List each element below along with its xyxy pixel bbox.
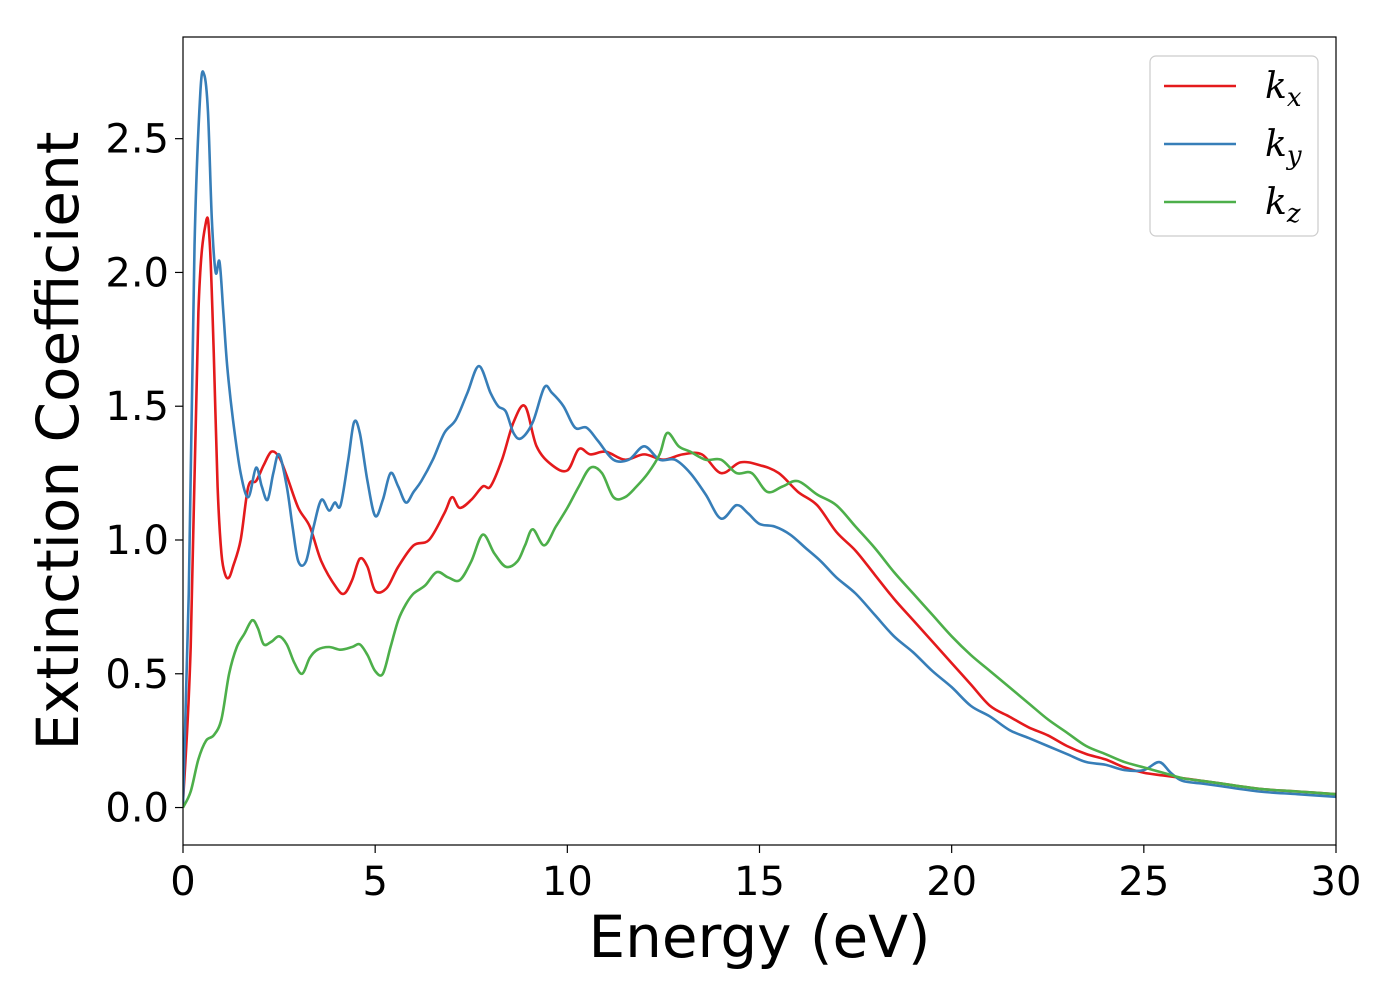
legend-label-ky: ky [1265, 124, 1302, 171]
x-tick-label: 0 [170, 859, 195, 905]
legend-label-kx: kx [1265, 66, 1302, 113]
legend-label-main: k [1265, 66, 1287, 107]
y-tick-label: 0.5 [105, 652, 169, 698]
x-tick-label: 20 [926, 859, 977, 905]
series-line-kz [183, 431, 1336, 809]
x-tick-label: 25 [1118, 859, 1169, 905]
series-line-kx [183, 216, 1336, 803]
y-tick-label: 0.0 [105, 786, 169, 832]
legend-label-main: k [1265, 182, 1287, 223]
legend-label-subscript: x [1287, 83, 1302, 113]
y-axis-title: Extinction Coefficient [24, 132, 92, 751]
legend-label-subscript: z [1286, 199, 1301, 229]
y-tick-label: 2.0 [105, 250, 169, 296]
y-tick-label: 1.0 [105, 518, 169, 564]
x-tick-label: 10 [542, 859, 593, 905]
x-axis-title: Energy (eV) [588, 903, 930, 971]
series-layer [183, 70, 1336, 809]
x-tick-label: 30 [1311, 859, 1362, 905]
legend-label-main: k [1265, 124, 1287, 165]
x-tick-label: 15 [734, 859, 785, 905]
y-tick-label: 1.5 [105, 384, 169, 430]
ticks-layer: 0 5 10 15 20 25 30 0.0 0.5 1.0 1.5 2.0 2.5 [105, 117, 1361, 905]
legend-label-subscript: y [1286, 141, 1302, 171]
legend-label-kz: kz [1265, 182, 1301, 229]
x-tick-label: 5 [362, 859, 387, 905]
legend-box [1149, 55, 1319, 237]
series-line-ky [183, 70, 1336, 805]
y-tick-label: 2.5 [105, 117, 169, 163]
